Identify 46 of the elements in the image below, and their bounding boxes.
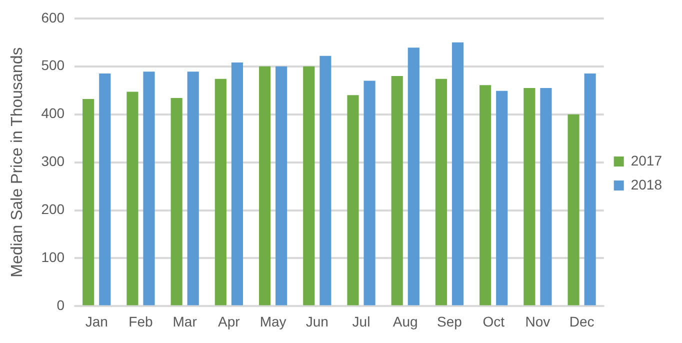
legend-label: 2017 — [630, 152, 662, 168]
bar — [496, 90, 508, 306]
x-tick-label: Nov — [525, 313, 550, 330]
x-tick-label: Sep — [437, 313, 462, 330]
bar — [143, 72, 155, 306]
x-tick-label: May — [260, 313, 286, 330]
bar — [214, 78, 226, 306]
bar — [435, 78, 447, 306]
x-tick-label: Mar — [172, 313, 198, 330]
x-tick-label: Jul — [352, 313, 370, 330]
y-tick-label: 100 — [41, 249, 65, 266]
y-tick-label: 300 — [41, 153, 65, 170]
x-tick-label: Jan — [85, 313, 108, 330]
bar — [187, 72, 199, 306]
x-tick-label: Feb — [128, 313, 153, 330]
x-tick-label: Dec — [569, 313, 594, 330]
bar — [347, 95, 359, 306]
y-axis-title: Median Sale Price in Thousands — [9, 47, 26, 278]
bar — [320, 56, 332, 306]
bar — [391, 76, 403, 306]
bar — [258, 66, 271, 306]
bar — [170, 98, 182, 306]
bar — [231, 62, 243, 306]
bar — [568, 114, 580, 306]
y-tick-label: 500 — [41, 57, 65, 74]
y-tick-label: 600 — [41, 9, 65, 26]
y-tick-label: 0 — [56, 297, 65, 314]
bar — [524, 88, 536, 306]
bar — [364, 80, 376, 306]
bar — [276, 66, 288, 306]
x-tick-label: Jun — [306, 313, 328, 330]
bar — [480, 85, 492, 306]
bar — [82, 98, 94, 306]
bar — [99, 74, 111, 306]
bar — [584, 74, 596, 306]
bar — [408, 48, 420, 306]
bar — [126, 92, 138, 306]
x-tick-label: Apr — [218, 313, 240, 330]
bar — [452, 42, 464, 306]
x-tick-label: Aug — [392, 313, 418, 330]
x-tick-label: Oct — [482, 313, 505, 330]
y-tick-label: 200 — [41, 201, 65, 218]
bar — [540, 88, 552, 306]
y-tick-label: 400 — [41, 105, 65, 122]
bar — [303, 66, 315, 306]
legend-label: 2018 — [630, 176, 662, 192]
